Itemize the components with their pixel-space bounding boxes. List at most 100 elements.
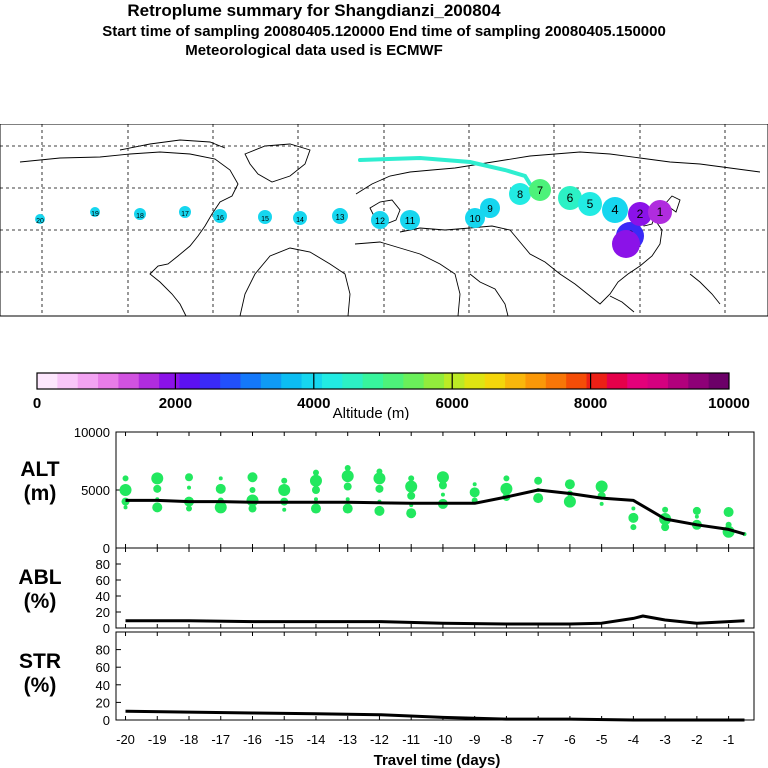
colorbar-tick-label: 2000 <box>159 395 192 412</box>
abl-panel-unit: (%) <box>24 590 57 613</box>
alt-scatter-point <box>469 487 480 498</box>
colorbar-cell <box>708 373 730 389</box>
abl-panel: ABL (%) <box>18 566 61 613</box>
x-tick-label: -5 <box>596 732 608 747</box>
x-tick-label: -14 <box>307 732 326 747</box>
trajectory-cluster <box>628 202 652 226</box>
alt-scatter-point <box>407 491 416 500</box>
trajectory-cluster <box>648 200 672 224</box>
alt-scatter-point <box>408 475 415 482</box>
cluster-day-label: 1 <box>657 205 664 219</box>
alt-scatter-point <box>218 476 223 481</box>
alt-ytick-label: 0 <box>103 541 110 556</box>
alt-scatter-point <box>534 476 543 485</box>
alt-scatter-point <box>119 484 132 496</box>
colorbar-tick-label: 6000 <box>436 395 469 412</box>
x-tick-label: -16 <box>243 732 262 747</box>
altitude-colorbar: 0 2000 4000 6000 8000 10000 Altitude (m) <box>33 372 750 420</box>
alt-scatter-point <box>215 483 226 494</box>
alt-scatter-point <box>343 482 352 491</box>
alt-scatter-point <box>152 502 163 513</box>
alt-scatter-point <box>436 471 449 484</box>
colorbar-cell <box>383 373 404 389</box>
str-ytick-label: 80 <box>96 643 110 658</box>
colorbar-cell <box>281 373 302 389</box>
alt-scatter-point <box>692 506 701 515</box>
alt-scatter-point <box>375 484 384 493</box>
alt-scatter-point <box>153 484 162 493</box>
x-tick-label: -18 <box>180 732 199 747</box>
alt-scatter-point <box>563 495 576 508</box>
str-series-line <box>125 709 745 722</box>
str-ytick-label: 20 <box>96 695 110 710</box>
colorbar-tick-label: 4000 <box>297 395 330 412</box>
str-panel-unit: (%) <box>24 674 57 697</box>
alt-scatter-point <box>310 503 321 514</box>
alt-scatter-point <box>662 506 669 513</box>
colorbar-cell <box>342 373 364 389</box>
abl-panel-name: ABL <box>18 566 61 589</box>
colorbar-cell <box>220 373 241 389</box>
colorbar-cell <box>423 373 445 389</box>
x-tick-label: -12 <box>370 732 389 747</box>
alt-scatter-point <box>341 470 354 483</box>
cluster-day-label: 11 <box>405 216 416 227</box>
meteo-source: Meteorological data used is ECMWF <box>185 42 443 59</box>
colorbar-cell <box>586 373 608 389</box>
receptor-cluster <box>612 230 640 258</box>
trajectory-cluster <box>35 214 45 224</box>
str-frame <box>115 631 755 721</box>
colorbar-cell <box>98 373 119 389</box>
alt-scatter-point <box>564 479 575 490</box>
cluster-day-label: 9 <box>487 204 493 215</box>
trajectory-clusters: 2019181716151413121110987654321 <box>35 179 672 258</box>
abl-ytick-label: 40 <box>96 589 110 604</box>
x-axis-label: Travel time (days) <box>374 752 501 768</box>
colorbar-cell <box>688 373 710 389</box>
x-tick-label: -4 <box>628 732 640 747</box>
trajectory-cluster <box>371 211 389 229</box>
sampling-times: Start time of sampling 20080405.120000 E… <box>102 23 666 40</box>
colorbar-cell <box>240 373 262 389</box>
alt-scatter-point <box>248 504 257 513</box>
colorbar-cell <box>647 373 669 389</box>
alt-panel-name: ALT <box>20 458 59 481</box>
alt-scatter-point <box>312 469 319 476</box>
colorbar-cell <box>37 373 58 389</box>
trajectory-cluster <box>465 208 485 228</box>
x-tick-label: -11 <box>402 732 420 747</box>
str-ytick-label: 40 <box>96 678 110 693</box>
colorbar-cell <box>199 373 221 389</box>
alt-scatter-point <box>282 507 287 512</box>
x-tick-label: -17 <box>211 732 230 747</box>
str-panel: STR (%) <box>19 650 61 697</box>
alt-scatter-point <box>246 494 259 507</box>
alt-scatter-point <box>122 475 129 482</box>
alt-scatter-point <box>661 523 670 532</box>
trajectory-cluster <box>213 209 227 223</box>
trajectory-cluster <box>480 198 500 218</box>
alt-scatter-point <box>406 508 417 519</box>
alt-panel-unit: (m) <box>24 482 57 505</box>
colorbar-cell <box>505 373 526 389</box>
cluster-day-label: 4 <box>611 202 618 217</box>
x-tick-label: -2 <box>691 732 703 747</box>
colorbar-cell <box>444 373 465 389</box>
coastlines <box>19 139 761 317</box>
colorbar-cell <box>138 373 160 389</box>
abl-frame <box>115 547 755 629</box>
colorbar-cell <box>484 373 506 389</box>
alt-scatter-point <box>628 512 639 523</box>
alt-scatter-point <box>311 486 320 494</box>
alt-scatter-point <box>503 475 510 482</box>
colorbar-cell <box>667 373 689 389</box>
x-tick-label: -8 <box>501 732 513 747</box>
cluster-day-label: 15 <box>261 216 269 223</box>
colorbar-cell <box>77 373 99 389</box>
alt-scatter-point <box>631 506 636 511</box>
alt-scatter-point <box>533 493 544 504</box>
abl-ytick-label: 0 <box>103 621 110 636</box>
cluster-day-label: 14 <box>296 217 304 224</box>
x-tick-label: -20 <box>116 732 135 747</box>
alt-scatter-point <box>500 482 513 495</box>
